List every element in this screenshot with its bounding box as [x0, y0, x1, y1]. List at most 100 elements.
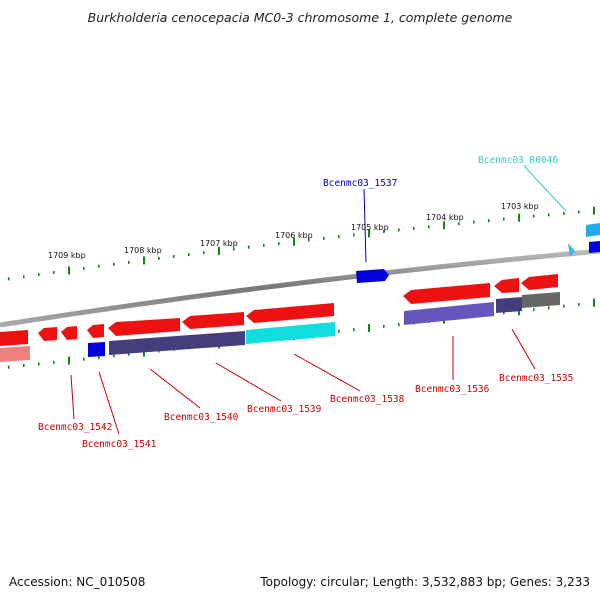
gene-1539-feature[interactable] [182, 312, 244, 329]
scale-label-1707: 1707 kbp [200, 239, 238, 248]
outer-scale-tick [473, 220, 475, 224]
gene-small-red-3[interactable] [87, 324, 104, 338]
gene-label-1538[interactable]: Bcenmc03_1538 [330, 394, 405, 405]
inner-scale-tick [98, 355, 100, 359]
inner-scale-tick [338, 329, 340, 333]
outer-scale-tick [353, 233, 355, 237]
outer-scale-tick [338, 235, 340, 239]
inner-scale-tick [593, 298, 595, 307]
gene-grey-right[interactable] [522, 292, 560, 308]
gene-upper-right-blue[interactable] [589, 241, 600, 253]
gene-purple-long[interactable] [109, 331, 245, 355]
outer-scale-tick [383, 230, 385, 234]
inner-scale-tick [23, 364, 25, 368]
outer-scale-tick [53, 271, 55, 275]
gene-1538-feature[interactable] [246, 303, 334, 323]
gene-r0046-feature[interactable] [568, 243, 575, 257]
leader-1538 [293, 353, 361, 392]
gene-upper-right-cyan[interactable] [586, 223, 600, 237]
inner-scale-tick [368, 323, 370, 332]
scale-label-1708: 1708 kbp [124, 246, 162, 255]
gene-label-r0046[interactable]: Bcenmc03_R0046 [478, 155, 558, 166]
inner-scale-tick [383, 324, 385, 328]
gene-darkpurple-right[interactable] [496, 297, 522, 313]
gene-label-1540[interactable]: Bcenmc03_1540 [164, 412, 239, 423]
inner-scale-tick [53, 360, 55, 364]
inner-scale-tick [518, 307, 520, 316]
gene-label-1539[interactable]: Bcenmc03_1539 [247, 404, 322, 415]
outer-scale-tick [458, 222, 460, 226]
scale-label-1704: 1704 kbp [426, 213, 464, 222]
outer-scale-tick [488, 219, 490, 223]
scale-label-1705: 1705 kbp [351, 223, 389, 232]
outer-scale-tick [593, 206, 595, 215]
inner-scale-tick [143, 348, 145, 357]
outer-scale-tick [143, 256, 145, 265]
outer-scale-tick [398, 228, 400, 232]
scale-label-1706: 1706 kbp [275, 231, 313, 240]
outer-scale-tick [533, 214, 535, 218]
gene-label-1536[interactable]: Bcenmc03_1536 [415, 384, 490, 395]
chromosome-backbone [0, 248, 600, 328]
gene-1535-feature[interactable] [494, 278, 519, 293]
scale-label-1703: 1703 kbp [501, 202, 539, 211]
inner-scale-tick [68, 356, 70, 365]
gene-red-far-right[interactable] [521, 274, 558, 290]
gene-purple-right[interactable] [404, 302, 494, 325]
gene-1536-feature[interactable] [403, 283, 490, 304]
gene-1540-feature[interactable] [108, 318, 180, 336]
gene-label-1537[interactable]: Bcenmc03_1537 [323, 178, 397, 189]
outer-scale-tick [128, 260, 130, 264]
outer-scale-tick [323, 236, 325, 240]
inner-scale-tick [353, 328, 355, 332]
gene-label-1535[interactable]: Bcenmc03_1535 [499, 373, 573, 384]
inner-scale-tick [8, 365, 10, 369]
inner-scale-tick [83, 357, 85, 361]
gene-1542-feature[interactable] [0, 330, 28, 346]
leader-1535 [511, 328, 536, 370]
outer-scale-tick [38, 273, 40, 277]
outer-scale-tick [518, 213, 520, 222]
outer-scale-tick [8, 277, 10, 281]
outer-scale-tick [68, 266, 70, 275]
leader-1540 [149, 368, 201, 409]
gene-small-red-2[interactable] [61, 326, 77, 340]
outer-scale-tick [173, 255, 175, 259]
inner-scale-tick [38, 362, 40, 366]
outer-scale-tick [563, 211, 565, 215]
gene-label-1541[interactable]: Bcenmc03_1541 [82, 439, 157, 450]
gene-left-pink[interactable] [0, 346, 30, 362]
leader-1542 [70, 374, 75, 420]
outer-scale-tick [413, 226, 415, 230]
gene-label-1542[interactable]: Bcenmc03_1542 [38, 422, 112, 433]
gene-cyan-long[interactable] [246, 322, 335, 344]
outer-scale-tick [263, 243, 265, 247]
leader-r0046 [523, 165, 567, 212]
scale-label-1709: 1709 kbp [48, 251, 86, 260]
outer-scale-tick [188, 253, 190, 257]
inner-scale-tick [578, 302, 580, 306]
gene-1541-feature[interactable] [88, 342, 105, 357]
inner-scale-tick [398, 323, 400, 327]
outer-scale-tick [113, 262, 115, 266]
outer-scale-tick [368, 229, 370, 238]
outer-scale-tick [248, 245, 250, 249]
outer-scale-tick [233, 247, 235, 251]
leader-1537 [363, 188, 367, 263]
accession-text: Accession: NC_010508 [9, 575, 146, 589]
outer-scale-tick [308, 238, 310, 242]
inner-scale-tick [113, 354, 115, 358]
gene-1537-feature[interactable] [356, 269, 389, 283]
outer-scale-tick [503, 217, 505, 221]
leader-1541 [98, 371, 120, 435]
outer-scale-tick [98, 264, 100, 268]
outer-scale-tick [443, 221, 445, 230]
outer-scale-tick [158, 256, 160, 260]
page-title: Burkholderia cenocepacia MC0-3 chromosom… [87, 10, 513, 25]
inner-scale-tick [128, 352, 130, 356]
outer-scale-tick [428, 225, 430, 229]
outer-scale-tick [548, 213, 550, 217]
gene-small-red-1[interactable] [38, 327, 57, 341]
